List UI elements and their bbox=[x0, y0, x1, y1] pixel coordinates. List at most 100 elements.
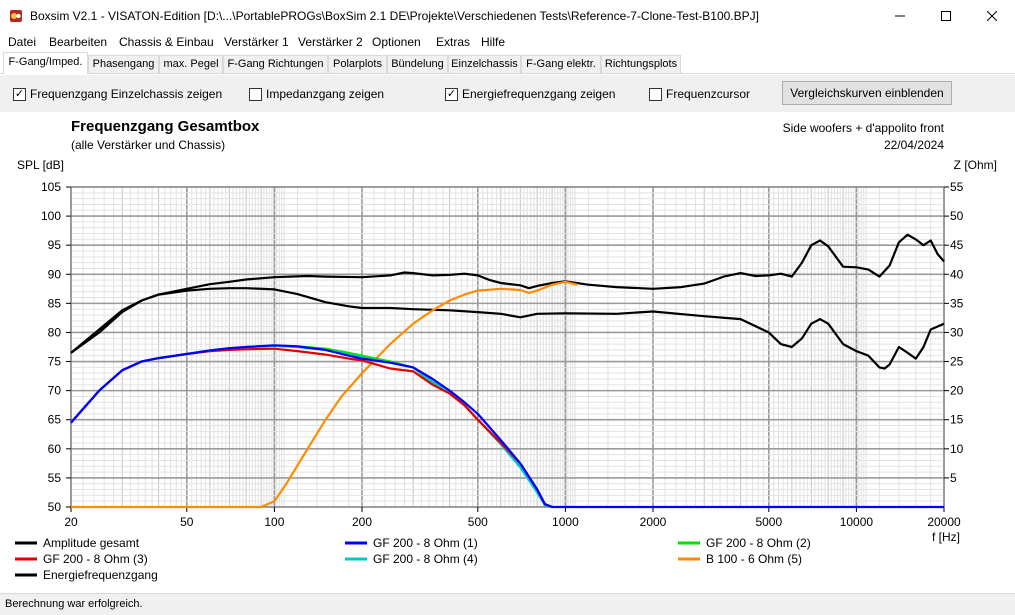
y-tick-label: 100 bbox=[41, 209, 61, 223]
y2-axis-label: Z [Ohm] bbox=[954, 158, 997, 172]
chart-grid bbox=[70, 186, 945, 508]
y2-tick-label: 35 bbox=[950, 296, 964, 310]
curve-amplitude-gesamt bbox=[70, 287, 945, 370]
checkbox-box[interactable] bbox=[249, 87, 262, 101]
tab-buendelung[interactable]: Bündelung bbox=[387, 55, 448, 73]
chart-annotation: Side woofers + d'appolito front bbox=[783, 121, 945, 135]
checkbox-energiefrequenzgang[interactable]: ✓ Energiefrequenzgang zeigen bbox=[445, 87, 615, 101]
minimize-icon bbox=[895, 15, 905, 17]
y2-tick-label: 20 bbox=[950, 384, 964, 398]
chart-curves bbox=[70, 233, 945, 509]
checkbox-box[interactable]: ✓ bbox=[445, 87, 458, 101]
app-icon bbox=[10, 10, 22, 22]
menu-bar: Datei Bearbeiten Chassis & Einbau Verstä… bbox=[0, 32, 1015, 52]
checkbox-impedanzgang[interactable]: Impedanzgang zeigen bbox=[249, 87, 384, 101]
y2-tick-label: 40 bbox=[950, 267, 964, 281]
window-title: Boxsim V2.1 - VISATON-Edition [D:\...\Po… bbox=[30, 9, 759, 23]
curve-gf-200-8-ohm-1- bbox=[70, 344, 944, 509]
legend-label: B 100 - 6 Ohm (5) bbox=[706, 552, 802, 566]
y-tick-label: 80 bbox=[48, 325, 62, 339]
x-tick-label: 2000 bbox=[640, 515, 667, 529]
y2-tick-label: 5 bbox=[950, 471, 957, 485]
legend-label: Amplitude gesamt bbox=[43, 536, 140, 550]
y2-tick-label: 55 bbox=[950, 180, 964, 194]
x-tick-label: 10000 bbox=[840, 515, 874, 529]
tab-polarplots[interactable]: Polarplots bbox=[328, 55, 387, 73]
status-text: Berechnung war erfolgreich. bbox=[5, 598, 143, 610]
legend-label: GF 200 - 8 Ohm (4) bbox=[373, 552, 478, 566]
y-tick-label: 95 bbox=[48, 238, 62, 252]
chart-title: Frequenzgang Gesamtbox bbox=[71, 118, 260, 135]
compare-curves-button[interactable]: Vergleichskurven einblenden bbox=[782, 81, 952, 105]
maximize-button[interactable] bbox=[923, 0, 969, 32]
x-tick-label: 100 bbox=[264, 515, 284, 529]
chart-legend: Amplitude gesamt GF 200 - 8 Ohm (1) GF 200… bbox=[15, 536, 811, 582]
frequency-response-chart: Frequenzgang Gesamtbox (alle Verstärker … bbox=[15, 118, 997, 582]
tab-phasengang[interactable]: Phasengang bbox=[88, 55, 159, 73]
maximize-icon bbox=[941, 11, 951, 21]
tab-bar: F-Gang/Imped. Phasengang max. Pegel F-Ga… bbox=[0, 52, 1015, 74]
y2-tick-label: 30 bbox=[950, 325, 964, 339]
x-tick-label: 500 bbox=[468, 515, 488, 529]
menu-verstaerker-2[interactable]: Verstärker 2 bbox=[298, 35, 363, 49]
legend-label: GF 200 - 8 Ohm (2) bbox=[706, 536, 811, 550]
y-tick-label: 55 bbox=[48, 471, 62, 485]
curve-b-100-6-ohm-5- bbox=[71, 280, 578, 509]
checkbox-box[interactable]: ✓ bbox=[13, 87, 26, 101]
menu-datei[interactable]: Datei bbox=[8, 35, 37, 49]
x-tick-label: 5000 bbox=[755, 515, 782, 529]
y2-tick-label: 25 bbox=[950, 355, 964, 369]
title-bar: Boxsim V2.1 - VISATON-Edition [D:\...\Po… bbox=[0, 0, 1015, 32]
checkbox-box[interactable] bbox=[649, 87, 662, 101]
x-tick-label: 50 bbox=[180, 515, 194, 529]
y-tick-label: 75 bbox=[48, 355, 62, 369]
menu-hilfe[interactable]: Hilfe bbox=[481, 35, 506, 49]
y-tick-label: 105 bbox=[41, 180, 61, 194]
menu-chassis-einbau[interactable]: Chassis & Einbau bbox=[119, 35, 214, 49]
menu-optionen[interactable]: Optionen bbox=[372, 35, 421, 49]
chart-date: 22/04/2024 bbox=[884, 138, 944, 152]
legend-label: GF 200 - 8 Ohm (1) bbox=[373, 536, 478, 550]
y-tick-label: 70 bbox=[48, 384, 62, 398]
y-tick-label: 50 bbox=[48, 500, 62, 514]
y-tick-label: 60 bbox=[48, 442, 62, 456]
checkbox-frequenzcursor[interactable]: Frequenzcursor bbox=[649, 87, 750, 101]
x-tick-label: 200 bbox=[352, 515, 372, 529]
tab-einzelchassis[interactable]: Einzelchassis bbox=[448, 55, 521, 73]
chart-subtitle: (alle Verstärker und Chassis) bbox=[71, 138, 225, 152]
y2-tick-label: 15 bbox=[950, 413, 964, 427]
checkbox-label: Impedanzgang zeigen bbox=[266, 87, 385, 101]
x-tick-label: 20 bbox=[64, 515, 78, 529]
y-tick-label: 65 bbox=[48, 413, 62, 427]
x-tick-label: 1000 bbox=[552, 515, 579, 529]
y2-tick-label: 50 bbox=[950, 209, 964, 223]
x-axis-label: f [Hz] bbox=[932, 530, 960, 544]
curve-energiefrequenzgang bbox=[70, 233, 945, 354]
tab-richtungsplots[interactable]: Richtungsplots bbox=[601, 55, 681, 73]
y2-tick-label: 45 bbox=[950, 238, 964, 252]
tab-f-gang-richtungen[interactable]: F-Gang Richtungen bbox=[223, 55, 328, 73]
status-bar: Berechnung war erfolgreich. bbox=[0, 593, 1015, 615]
legend-label: GF 200 - 8 Ohm (3) bbox=[43, 552, 148, 566]
menu-bearbeiten[interactable]: Bearbeiten bbox=[49, 35, 108, 49]
tab-f-gang-imped[interactable]: F-Gang/Imped. bbox=[3, 52, 88, 74]
minimize-button[interactable] bbox=[877, 0, 923, 32]
close-icon bbox=[987, 11, 997, 21]
y-tick-label: 90 bbox=[48, 267, 62, 281]
plot-frame bbox=[70, 186, 945, 508]
legend-label: Energiefrequenzgang bbox=[43, 568, 158, 582]
y2-tick-label: 10 bbox=[950, 442, 964, 456]
checkbox-label: Frequenzcursor bbox=[666, 87, 751, 101]
options-bar: ✓ Frequenzgang Einzelchassis zeigen Imped… bbox=[0, 74, 1015, 112]
menu-extras[interactable]: Extras bbox=[436, 35, 471, 49]
close-button[interactable] bbox=[969, 0, 1015, 32]
chart-ticks: 50 55 60 65 70 75 80 85 90 95 100 105 5 10 15 20 25 30 35 4… bbox=[41, 180, 964, 529]
tab-f-gang-elektr[interactable]: F-Gang elektr. bbox=[521, 55, 601, 73]
checkbox-frequenzgang-einzelchassis[interactable]: ✓ Frequenzgang Einzelchassis zeigen bbox=[13, 87, 222, 101]
tab-max-pegel[interactable]: max. Pegel bbox=[159, 55, 223, 73]
menu-verstaerker-1[interactable]: Verstärker 1 bbox=[224, 35, 289, 49]
curve-gf-200-8-ohm-2- bbox=[70, 344, 553, 509]
curve-gf-200-8-ohm-4- bbox=[70, 344, 553, 509]
checkbox-label: Energiefrequenzgang zeigen bbox=[462, 87, 616, 101]
y-tick-label: 85 bbox=[48, 296, 62, 310]
